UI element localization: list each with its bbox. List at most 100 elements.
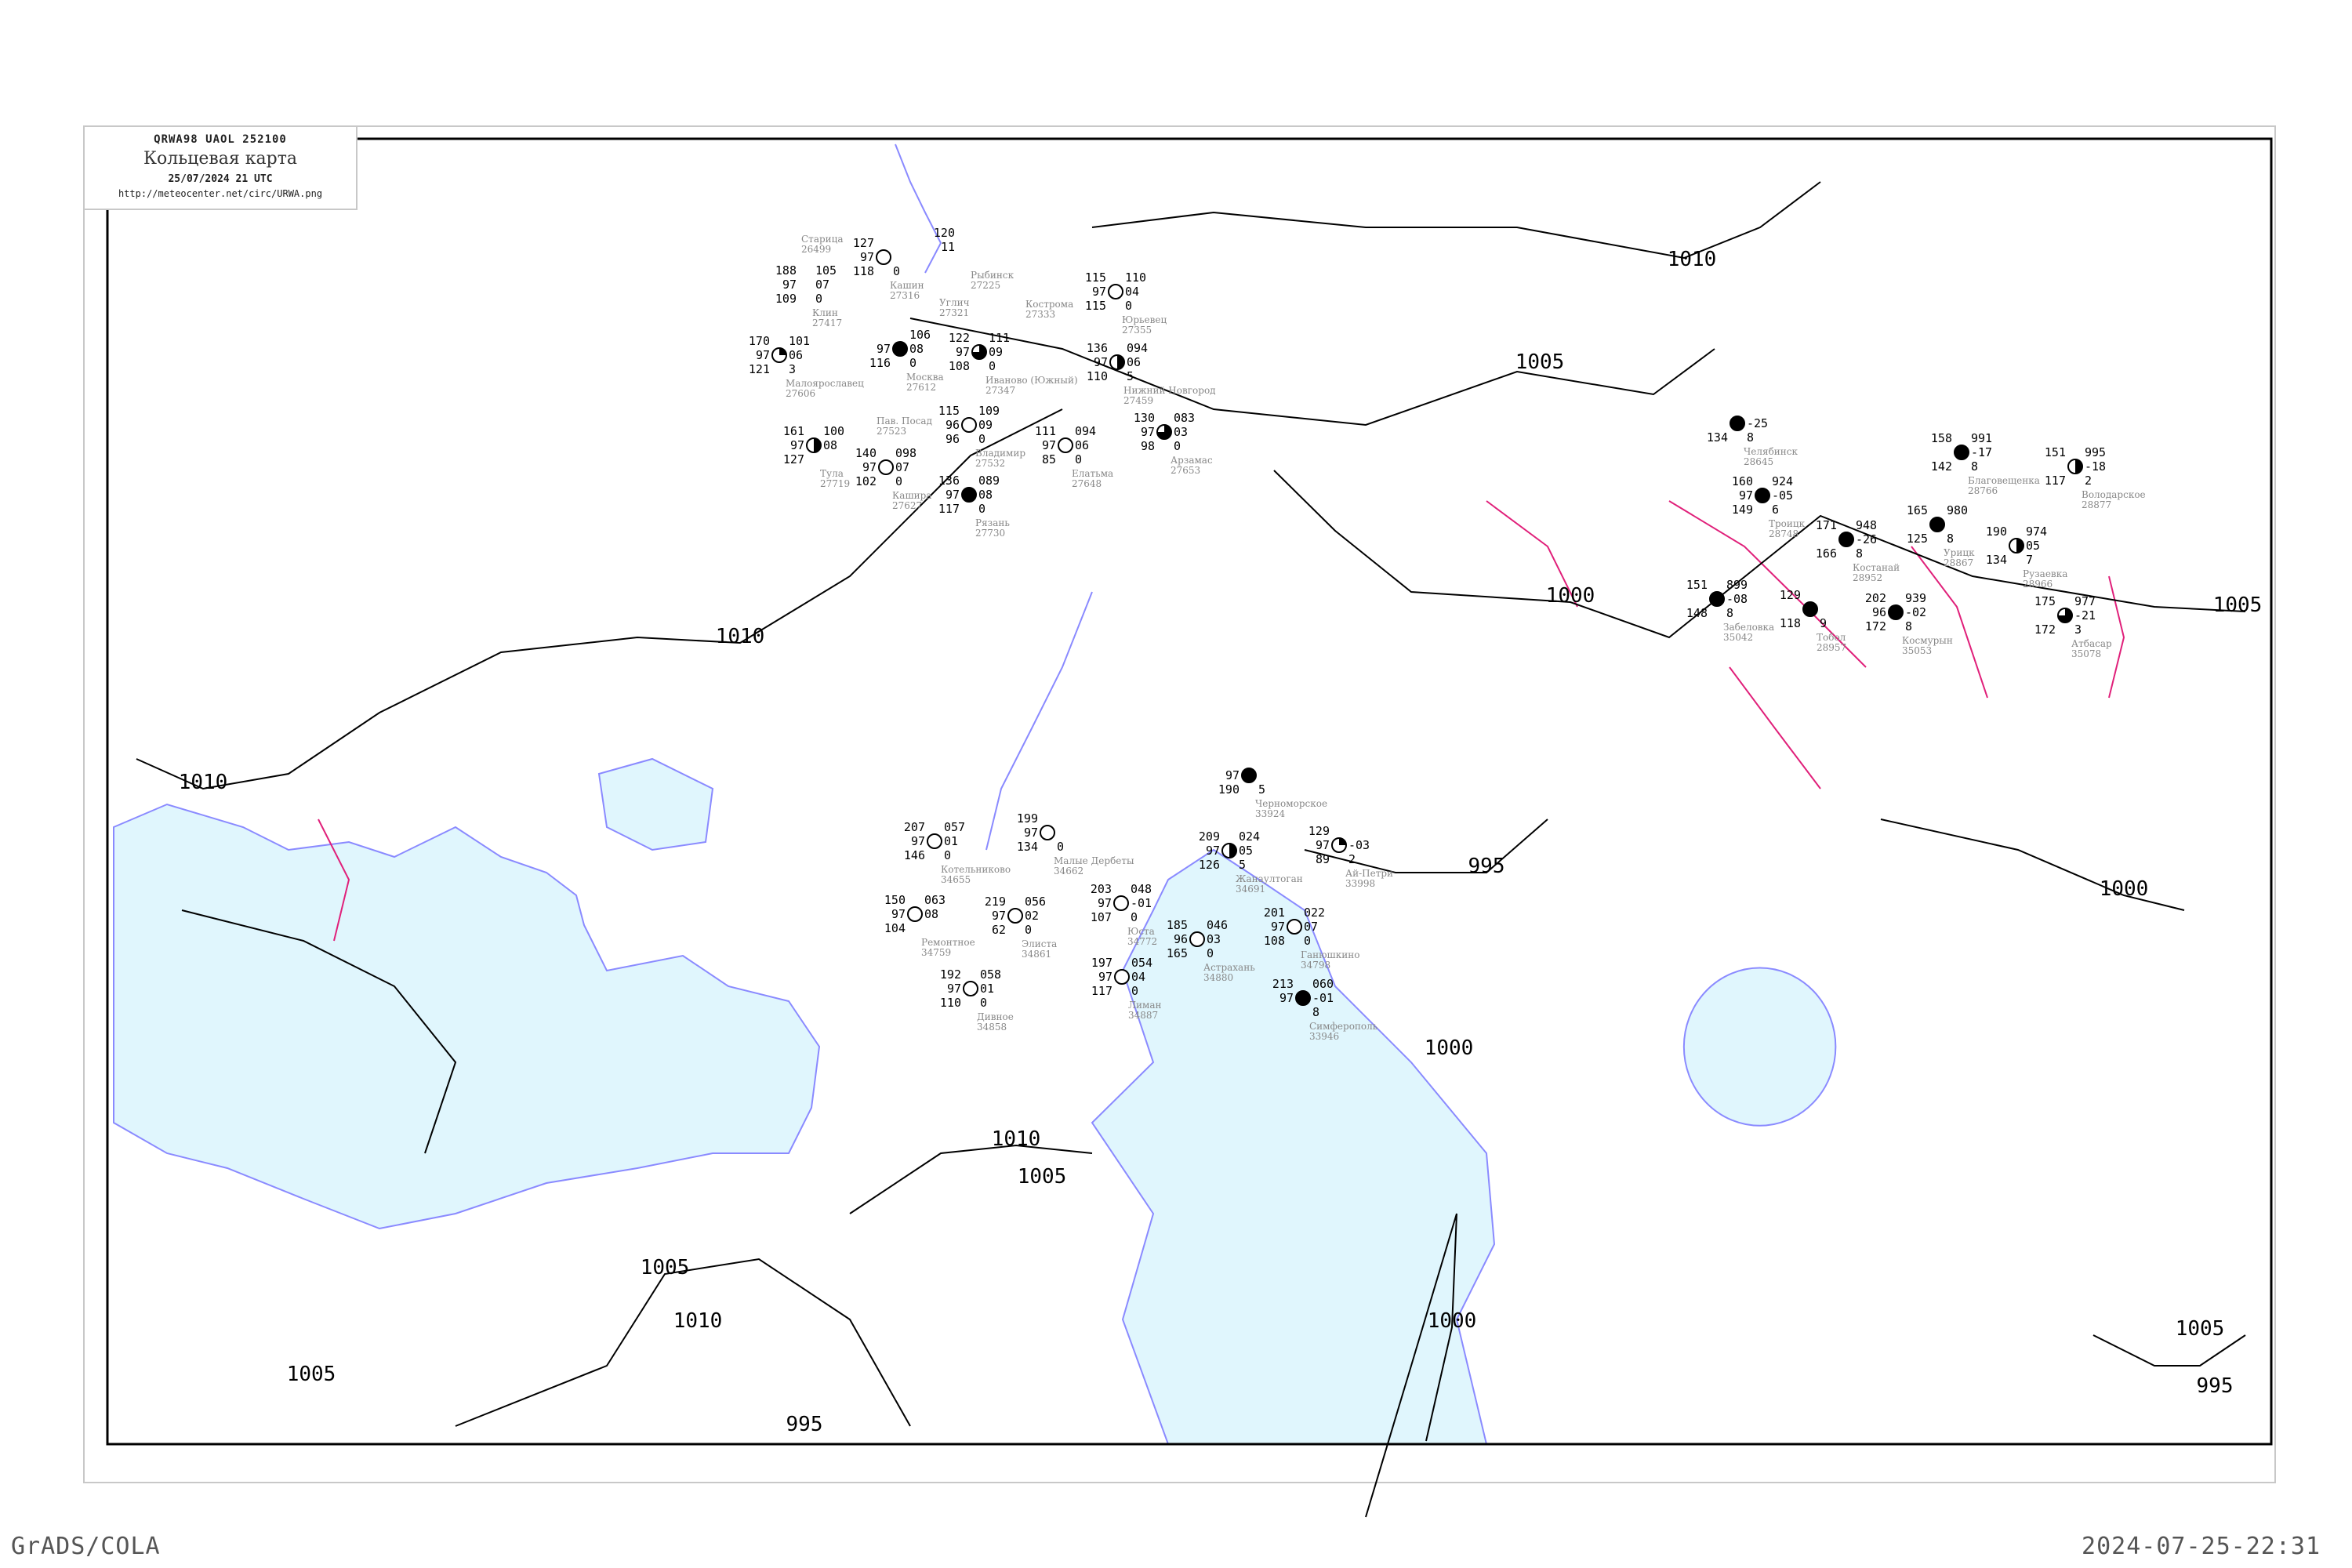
station-pressure: 991 <box>1971 431 1992 445</box>
map-url[interactable]: http://meteocenter.net/circ/URWA.png <box>118 188 323 199</box>
station-id: 27719 <box>820 478 850 489</box>
station-precip: 0 <box>893 264 900 278</box>
station-name: Троицк <box>1769 518 1806 529</box>
station-name: Рыбинск <box>971 270 1014 281</box>
station-visibility: 96 <box>1872 605 1886 619</box>
station-pressure: 046 <box>1207 918 1228 932</box>
station-id: 34887 <box>1128 1010 1158 1021</box>
station-tendency: -25 <box>1747 416 1768 430</box>
station-id: 27417 <box>812 318 842 328</box>
station-dewpoint: 146 <box>904 848 925 862</box>
station-tendency: 09 <box>978 418 993 432</box>
station-temperature: 115 <box>938 404 960 418</box>
station-dewpoint: 107 <box>1091 910 1112 924</box>
station-name: Володарское <box>2082 489 2146 500</box>
station-dewpoint: 148 <box>1686 606 1708 620</box>
title-box: QRWA98 UAOL 252100 Кольцевая карта 25/07… <box>83 125 358 210</box>
station-visibility: 97 <box>1225 768 1240 782</box>
station-precip: 3 <box>789 362 796 376</box>
station-visibility: 97 <box>1092 285 1106 299</box>
station-pressure: 054 <box>1131 956 1152 970</box>
station-temperature: 129 <box>1780 588 1801 602</box>
station-dewpoint: 104 <box>884 921 906 935</box>
station-pressure: 024 <box>1239 829 1260 844</box>
station-id: 34655 <box>941 874 971 885</box>
station-id: 33998 <box>1345 878 1375 889</box>
cloud-cover-clear-icon <box>927 833 942 849</box>
station-name: Тобол <box>1817 632 1846 643</box>
station-precip: 0 <box>980 996 987 1010</box>
station-precip: 8 <box>1971 459 1978 474</box>
station-temperature: 150 <box>884 893 906 907</box>
station-name: Рузаевка <box>2023 568 2067 579</box>
cloud-cover-full-icon <box>1295 990 1311 1006</box>
station-tendency: 03 <box>1174 425 1188 439</box>
station-dewpoint: 85 <box>1042 452 1056 466</box>
station-pressure: 098 <box>895 446 916 460</box>
station-visibility: 97 <box>911 834 925 848</box>
station-pressure: 974 <box>2026 524 2047 539</box>
station-visibility: 97 <box>1206 844 1220 858</box>
station-name: Лиман <box>1128 1000 1162 1011</box>
isobar-label: 1005 <box>2176 1317 2225 1341</box>
isobar-label: 1010 <box>1668 248 1717 271</box>
station-id: 34662 <box>1054 866 1083 877</box>
station-tendency: 08 <box>909 342 924 356</box>
station-id: 34759 <box>921 947 951 958</box>
isobar-label-group: 1000 <box>1546 584 1595 608</box>
station-name: Старица <box>801 234 844 245</box>
station-id: 27347 <box>985 385 1015 396</box>
station-id: 34798 <box>1301 960 1330 971</box>
station-temperature: 209 <box>1199 829 1220 844</box>
station-pressure: 995 <box>2085 445 2106 459</box>
station-pressure: 106 <box>909 328 931 342</box>
station-id: 27523 <box>877 426 906 437</box>
station-tendency: 06 <box>1127 355 1141 369</box>
station-dewpoint: 126 <box>1199 858 1220 872</box>
station-id: 26499 <box>801 244 831 255</box>
isobar-label-group: 1010 <box>673 1309 723 1333</box>
